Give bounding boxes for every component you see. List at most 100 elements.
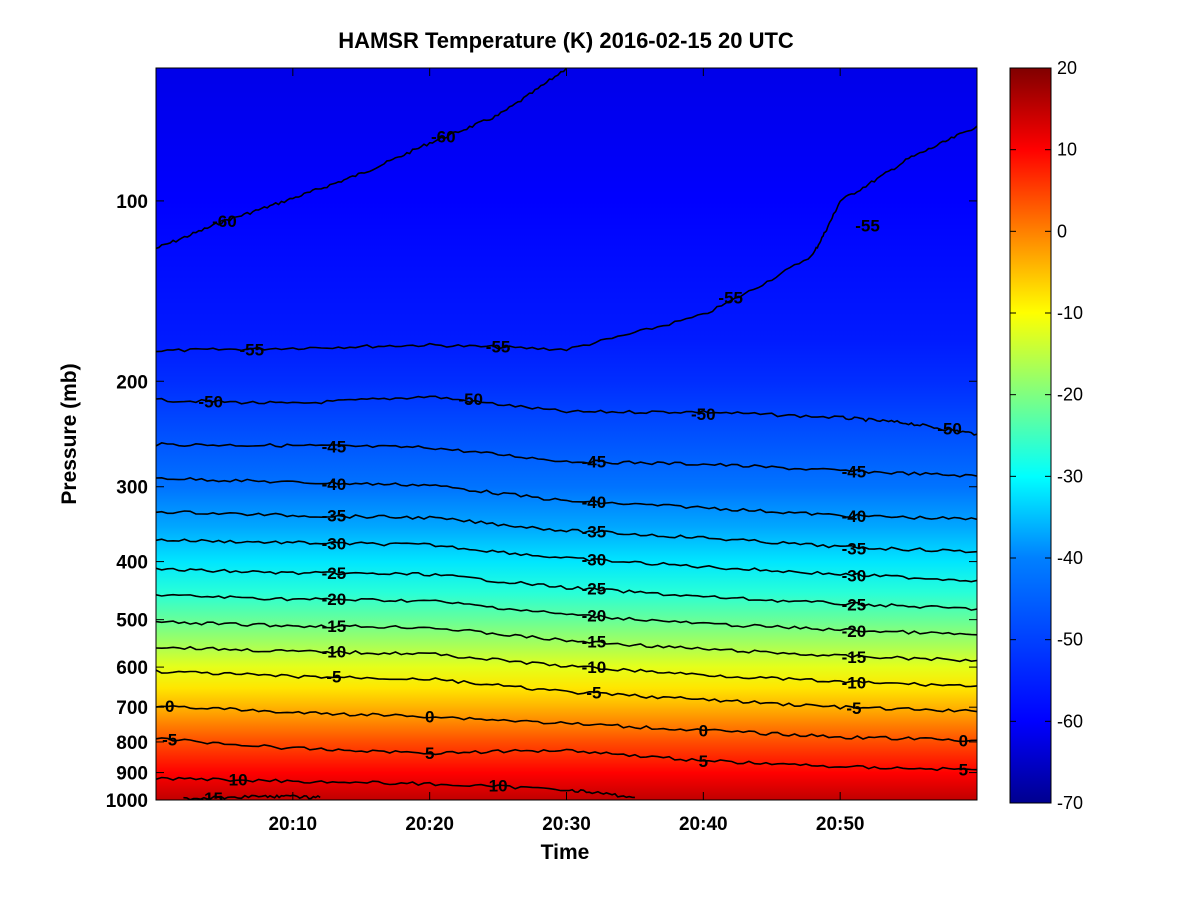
contour-label: -30 bbox=[322, 534, 347, 553]
contour-label: -20 bbox=[842, 622, 867, 641]
contour-label: -50 bbox=[458, 390, 483, 409]
contour-line bbox=[156, 737, 977, 772]
contour-label: 10 bbox=[489, 776, 508, 795]
contour-line bbox=[156, 510, 977, 554]
contour-label: -30 bbox=[582, 551, 607, 570]
contour-label: -15 bbox=[582, 633, 607, 652]
colorbar-tick-label: -10 bbox=[1057, 303, 1083, 323]
contour-label: -45 bbox=[582, 452, 607, 471]
contour-label: 5 bbox=[959, 761, 968, 780]
contour-label: -15 bbox=[198, 789, 223, 808]
contour-label: -60 bbox=[431, 127, 456, 146]
contour-label: -50 bbox=[691, 405, 716, 424]
contour-line bbox=[156, 476, 977, 521]
contour-line bbox=[156, 776, 635, 799]
y-tick-label: 600 bbox=[116, 658, 148, 679]
y-tick-label: 200 bbox=[116, 372, 148, 393]
y-tick-label: 300 bbox=[116, 478, 148, 499]
contour-label: 0 bbox=[425, 707, 434, 726]
contour-label: -50 bbox=[937, 420, 962, 439]
y-axis-label: Pressure (mb) bbox=[58, 363, 81, 504]
contour-line bbox=[156, 538, 977, 583]
y-tick-label: 1000 bbox=[106, 791, 148, 812]
colorbar-tick-label: -40 bbox=[1057, 548, 1083, 568]
contour-label: -5 bbox=[326, 668, 341, 687]
colorbar-tick-label: -30 bbox=[1057, 466, 1083, 486]
contour-label: -5 bbox=[586, 684, 601, 703]
colorbar-tick-label: -20 bbox=[1057, 385, 1083, 405]
contour-label: -25 bbox=[842, 596, 867, 615]
y-tick-label: 700 bbox=[116, 698, 148, 719]
contour-label: -30 bbox=[842, 567, 867, 586]
contour-label: -35 bbox=[582, 522, 607, 541]
y-tick-label: 100 bbox=[116, 192, 148, 213]
colorbar-ticks: 20 10 0 -10 -20 -30 -40 -50 -60 -70 bbox=[1010, 58, 1083, 813]
contour-label: -15 bbox=[322, 617, 347, 636]
x-tick-label: 20:50 bbox=[816, 814, 865, 835]
colorbar: 20 10 0 -10 -20 -30 -40 -50 -60 -70 bbox=[1009, 58, 1083, 813]
contour-label: 10 bbox=[229, 771, 248, 790]
contour-label: -55 bbox=[855, 217, 880, 236]
contour-line bbox=[156, 645, 977, 688]
contour-line bbox=[156, 620, 977, 663]
contour-label: -60 bbox=[212, 212, 237, 231]
x-axis: 20:10 20:20 20:30 20:40 20:50 bbox=[268, 68, 865, 835]
x-tick-label: 20:40 bbox=[679, 814, 728, 835]
contour-label: -20 bbox=[322, 590, 347, 609]
contour-line bbox=[183, 794, 321, 800]
x-tick-label: 20:10 bbox=[268, 814, 317, 835]
contour-label: 5 bbox=[425, 744, 434, 763]
plot-area: -60-60-55 -55-55-55-50 -50-50-50-45-45-45-… bbox=[155, 67, 978, 808]
contour-line bbox=[156, 669, 977, 713]
contour-label: -10 bbox=[842, 674, 867, 693]
chart-title: HAMSR Temperature (K) 2016-02-15 20 UTC bbox=[338, 28, 794, 53]
contour-label: -10 bbox=[322, 643, 347, 662]
contour-line bbox=[156, 567, 977, 611]
contour-label: -55 bbox=[486, 338, 511, 357]
colorbar-tick-label: -50 bbox=[1057, 630, 1083, 650]
contour-line bbox=[156, 704, 977, 743]
contour-label: -15 bbox=[842, 648, 867, 667]
contour-line bbox=[156, 68, 568, 250]
contour-label-layer: -60-60-55 -55-55-55-50 -50-50-50-45-45-45-… bbox=[162, 127, 968, 808]
contour-label: -5 bbox=[162, 730, 177, 749]
colorbar-tick-label: -70 bbox=[1057, 793, 1083, 813]
contour-label: -45 bbox=[322, 438, 347, 457]
contour-line bbox=[156, 125, 977, 353]
contour-label: -35 bbox=[842, 539, 867, 558]
contour-label: -40 bbox=[842, 507, 867, 526]
contour-label: -50 bbox=[198, 392, 223, 411]
contour-label: -40 bbox=[322, 475, 347, 494]
y-tick-label: 400 bbox=[116, 553, 148, 574]
contour-label: -10 bbox=[582, 658, 607, 677]
contour-label: -20 bbox=[582, 607, 607, 626]
contour-label: 0 bbox=[165, 697, 174, 716]
x-tick-label: 20:30 bbox=[542, 814, 591, 835]
y-tick-label: 500 bbox=[116, 611, 148, 632]
contour-label: -25 bbox=[322, 564, 347, 583]
contour-label: -55 bbox=[240, 341, 265, 360]
contour-line bbox=[156, 442, 977, 478]
colorbar-tick-label: 20 bbox=[1057, 58, 1077, 78]
contour-label: -35 bbox=[322, 507, 347, 526]
contour-label: 0 bbox=[959, 731, 968, 750]
contour-label: -5 bbox=[846, 699, 861, 718]
colorbar-tick-label: 10 bbox=[1057, 140, 1077, 160]
contour-label: 5 bbox=[699, 752, 708, 771]
contour-label: -45 bbox=[842, 463, 867, 482]
contour-label: -40 bbox=[582, 493, 607, 512]
x-axis-label: Time bbox=[541, 841, 590, 864]
contour-layer bbox=[156, 68, 977, 800]
contour-line bbox=[156, 593, 977, 636]
y-tick-label: 900 bbox=[116, 764, 148, 785]
temperature-field bbox=[156, 68, 977, 800]
colorbar-tick-label: -60 bbox=[1057, 711, 1083, 731]
colorbar-gradient bbox=[1009, 67, 1052, 804]
contour-label: -25 bbox=[582, 580, 607, 599]
y-tick-label: 800 bbox=[116, 733, 148, 754]
colorbar-tick-label: 0 bbox=[1057, 221, 1067, 241]
x-tick-label: 20:20 bbox=[405, 814, 454, 835]
contour-label: -55 bbox=[718, 289, 743, 308]
